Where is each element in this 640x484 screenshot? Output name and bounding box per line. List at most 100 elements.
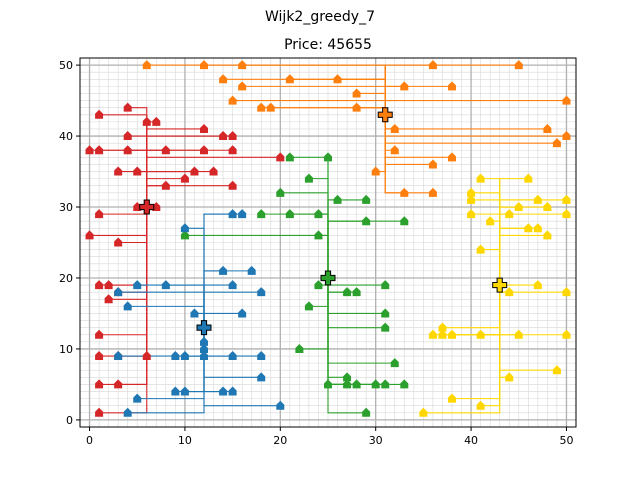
- house-marker: [514, 202, 523, 212]
- house-marker: [180, 223, 189, 233]
- house-marker: [400, 81, 409, 91]
- house-marker: [467, 209, 476, 219]
- house-marker: [467, 187, 476, 197]
- house-marker: [381, 322, 390, 332]
- cable-line: [327, 277, 367, 414]
- house-marker: [95, 280, 104, 290]
- house-marker: [161, 280, 170, 290]
- house-marker: [228, 351, 237, 361]
- house-marker: [257, 209, 266, 219]
- house-marker: [343, 372, 352, 382]
- house-marker: [142, 116, 151, 126]
- house-marker: [486, 216, 495, 226]
- battery-marker: [492, 277, 508, 293]
- y-tick-label: 20: [59, 272, 73, 285]
- house-marker: [228, 280, 237, 290]
- house-marker: [352, 287, 361, 297]
- house-marker: [219, 131, 228, 141]
- house-marker: [543, 123, 552, 133]
- house-marker: [180, 386, 189, 396]
- house-marker: [352, 88, 361, 98]
- house-marker: [562, 194, 571, 204]
- house-marker: [123, 102, 132, 112]
- cable-line: [480, 285, 501, 407]
- house-marker: [524, 173, 533, 183]
- house-marker: [200, 145, 208, 155]
- house-marker: [228, 180, 237, 190]
- house-marker: [228, 145, 237, 155]
- house-marker: [142, 60, 151, 70]
- house-marker: [505, 372, 514, 382]
- house-marker: [543, 202, 552, 212]
- house-marker: [133, 166, 142, 176]
- house-marker: [257, 102, 266, 112]
- house-marker: [152, 116, 161, 126]
- house-marker: [514, 329, 523, 339]
- cable-line: [384, 114, 433, 194]
- house-marker: [448, 152, 456, 162]
- house-marker: [247, 265, 256, 275]
- house-marker: [333, 194, 342, 204]
- house-marker: [552, 365, 561, 375]
- house-marker: [200, 351, 208, 361]
- house-marker: [562, 95, 571, 105]
- house-marker: [324, 379, 332, 389]
- x-tick-label: 40: [464, 434, 478, 447]
- house-marker: [171, 386, 180, 396]
- house-marker: [428, 60, 437, 70]
- house-marker: [104, 294, 113, 304]
- house-marker: [304, 173, 313, 183]
- house-marker: [390, 145, 399, 155]
- house-marker: [133, 393, 142, 403]
- house-marker: [238, 209, 247, 219]
- house-marker: [257, 351, 266, 361]
- house-marker: [371, 166, 380, 176]
- house-marker: [190, 166, 199, 176]
- house-marker: [438, 329, 447, 339]
- x-tick-label: 0: [86, 434, 93, 447]
- house-marker: [524, 223, 533, 233]
- batteries-layer: [139, 107, 508, 336]
- house-marker: [381, 308, 390, 318]
- house-marker: [476, 173, 485, 183]
- house-marker: [219, 386, 228, 396]
- house-marker: [123, 131, 132, 141]
- house-marker: [476, 244, 485, 254]
- house-marker: [123, 301, 132, 311]
- house-marker: [371, 379, 380, 389]
- y-tick-label: 0: [66, 414, 73, 427]
- house-marker: [476, 329, 485, 339]
- house-marker: [219, 265, 228, 275]
- house-marker: [257, 372, 266, 382]
- house-marker: [133, 202, 142, 212]
- house-marker: [324, 152, 332, 162]
- house-marker: [238, 81, 247, 91]
- house-marker: [314, 280, 323, 290]
- house-marker: [276, 400, 285, 410]
- house-marker: [314, 209, 323, 219]
- house-marker: [276, 152, 285, 162]
- house-marker: [390, 123, 399, 133]
- house-marker: [95, 351, 104, 361]
- house-marker: [161, 180, 170, 190]
- x-tick-label: 30: [369, 434, 383, 447]
- house-marker: [114, 351, 123, 361]
- house-marker: [95, 109, 104, 119]
- house-marker: [114, 237, 123, 247]
- house-marker: [428, 159, 437, 169]
- battery-marker: [196, 320, 212, 336]
- y-axis-ticks: 0 10 20 30 40 50: [59, 59, 80, 427]
- y-tick-label: 10: [59, 343, 73, 356]
- house-marker: [400, 187, 409, 197]
- house-marker: [533, 280, 542, 290]
- house-marker: [95, 329, 104, 339]
- house-marker: [562, 287, 571, 297]
- house-marker: [400, 379, 409, 389]
- battery-marker: [139, 199, 155, 215]
- house-marker: [381, 280, 390, 290]
- house-marker: [562, 329, 571, 339]
- y-tick-label: 40: [59, 130, 73, 143]
- house-marker: [152, 202, 161, 212]
